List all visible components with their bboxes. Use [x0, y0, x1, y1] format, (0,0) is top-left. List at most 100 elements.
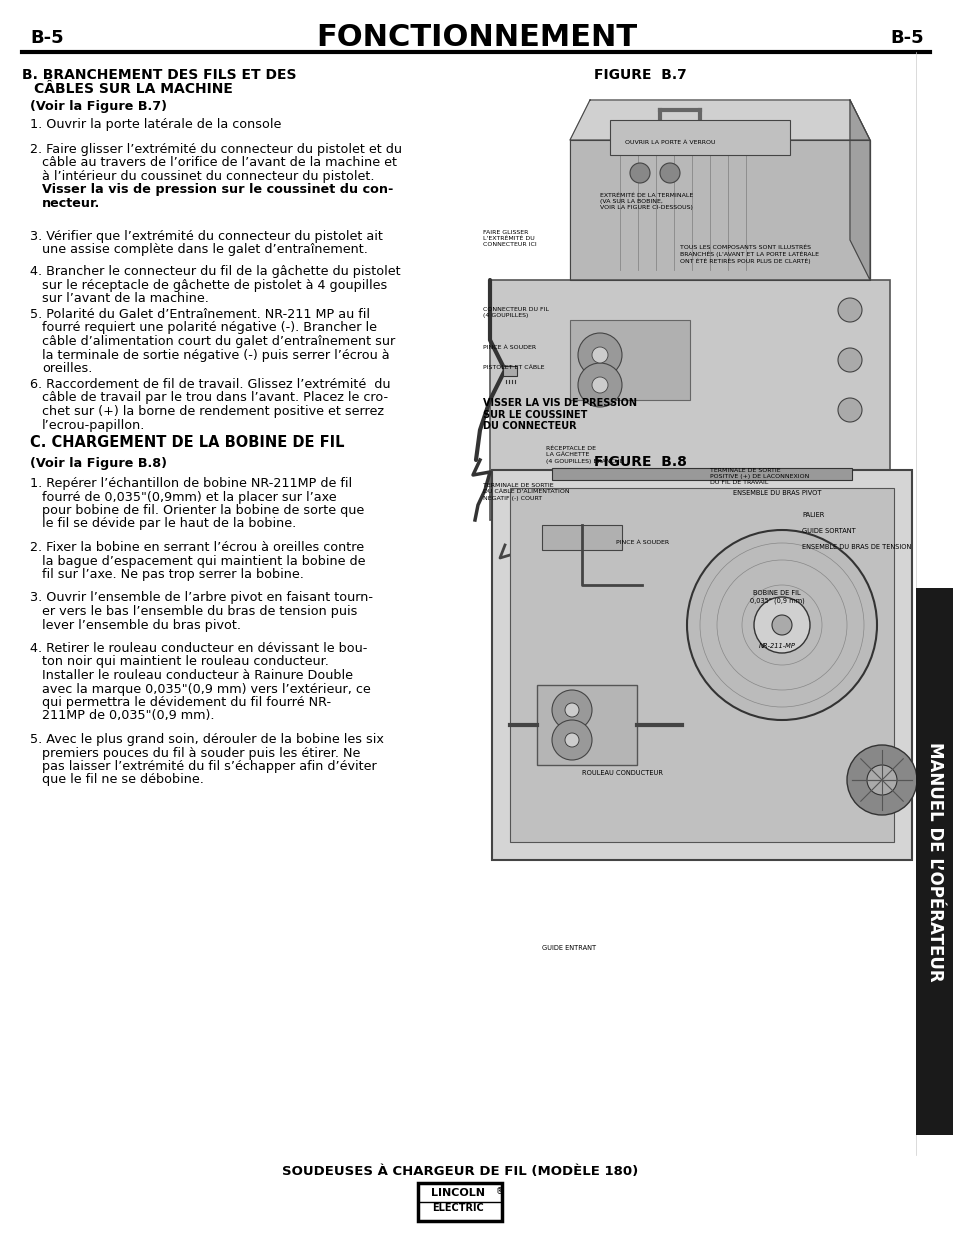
Bar [537, 685, 637, 764]
Bar [502, 366, 517, 375]
Text: câble d’alimentation court du galet d’entraînement sur: câble d’alimentation court du galet d’en… [42, 335, 395, 348]
Text: C. CHARGEMENT DE LA BOBINE DE FIL: C. CHARGEMENT DE LA BOBINE DE FIL [30, 435, 344, 450]
Text: qui permettra le dévidement du fil fourré NR-: qui permettra le dévidement du fil fourr… [42, 697, 331, 709]
Bar [541, 525, 621, 550]
Circle shape [686, 530, 876, 720]
Text: ELECTRIC: ELECTRIC [432, 1203, 483, 1213]
Text: sur le réceptacle de gâchette de pistolet à 4 goupilles: sur le réceptacle de gâchette de pistole… [42, 279, 387, 291]
Text: TERMINALE DE SORTIE
POSITIVE (+) DE LACONNEXION
DU FIL DE TRAVAIL: TERMINALE DE SORTIE POSITIVE (+) DE LACO… [709, 468, 808, 484]
Text: 4. Retirer le rouleau conducteur en dévissant le bou-: 4. Retirer le rouleau conducteur en dévi… [30, 642, 367, 655]
Text: LINCOLN: LINCOLN [431, 1188, 484, 1198]
Text: 211MP de 0,035"(0,9 mm).: 211MP de 0,035"(0,9 mm). [42, 709, 214, 722]
Text: Visser la vis de pression sur le coussinet du con-: Visser la vis de pression sur le coussin… [42, 184, 393, 196]
Text: GUIDE ENTRANT: GUIDE ENTRANT [541, 945, 596, 951]
Circle shape [552, 720, 592, 760]
Circle shape [659, 163, 679, 183]
Text: fil sur l’axe. Ne pas trop serrer la bobine.: fil sur l’axe. Ne pas trop serrer la bob… [42, 568, 304, 580]
Text: FIGURE  B.8: FIGURE B.8 [593, 454, 686, 469]
Circle shape [866, 764, 896, 795]
Text: 2. Faire glisser l’extrémité du connecteur du pistolet et du: 2. Faire glisser l’extrémité du connecte… [30, 143, 401, 156]
Text: B-5: B-5 [30, 28, 64, 47]
Text: RÉCEPTACLE DE
LA GÂCHETTE
(4 GOUPILLES) BRANCHÉ: RÉCEPTACLE DE LA GÂCHETTE (4 GOUPILLES) … [545, 446, 623, 464]
Text: Installer le rouleau conducteur à Rainure Double: Installer le rouleau conducteur à Rainur… [42, 669, 353, 682]
Text: premiers pouces du fil à souder puis les étirer. Ne: premiers pouces du fil à souder puis les… [42, 746, 360, 760]
Text: chet sur (+) la borne de rendement positive et serrez: chet sur (+) la borne de rendement posit… [42, 405, 384, 417]
Circle shape [578, 363, 621, 408]
Text: er vers le bas l’ensemble du bras de tension puis: er vers le bas l’ensemble du bras de ten… [42, 605, 357, 618]
Text: SOUDEUSES À CHARGEUR DE FIL (MODÈLE 180): SOUDEUSES À CHARGEUR DE FIL (MODÈLE 180) [281, 1165, 638, 1178]
Text: sur l’avant de la machine.: sur l’avant de la machine. [42, 291, 209, 305]
Text: PINCE À SOUDER: PINCE À SOUDER [482, 345, 536, 350]
Text: CONNECTEUR DU FIL
(4 GOUPILLES): CONNECTEUR DU FIL (4 GOUPILLES) [482, 308, 548, 317]
Bar [915, 588, 953, 1135]
Bar [492, 471, 911, 860]
Text: EXTRÉMITÉ DE LA TERMINALE
(VA SUR LA BOBINE,
VOIR LA FIGURE CI-DESSOUS): EXTRÉMITÉ DE LA TERMINALE (VA SUR LA BOB… [599, 193, 693, 210]
Circle shape [592, 347, 607, 363]
Text: FONCTIONNEMENT: FONCTIONNEMENT [316, 23, 637, 53]
Text: 4. Brancher le connecteur du fil de la gâchette du pistolet: 4. Brancher le connecteur du fil de la g… [30, 266, 400, 278]
Text: PISTOLET ET CÂBLE: PISTOLET ET CÂBLE [482, 366, 544, 370]
Text: la bague d’espacement qui maintient la bobine de: la bague d’espacement qui maintient la b… [42, 555, 365, 568]
Circle shape [592, 377, 607, 393]
Circle shape [837, 298, 862, 322]
Circle shape [837, 348, 862, 372]
Circle shape [771, 615, 791, 635]
Text: une assise complète dans le galet d’entraînement.: une assise complète dans le galet d’entr… [42, 243, 368, 257]
Bar [481, 56, 929, 555]
Text: ROULEAU CONDUCTEUR: ROULEAU CONDUCTEUR [581, 769, 662, 776]
Circle shape [846, 745, 916, 815]
Text: ®: ® [496, 1187, 503, 1195]
Text: ENSEMBLE DU BRAS DE TENSION: ENSEMBLE DU BRAS DE TENSION [801, 543, 910, 550]
Circle shape [564, 703, 578, 718]
Bar [552, 468, 851, 480]
Text: 1. Repérer l’échantillon de bobine NR-211MP de fil: 1. Repérer l’échantillon de bobine NR-21… [30, 477, 352, 490]
Text: PALIER: PALIER [801, 513, 823, 517]
Text: 1. Ouvrir la porte latérale de la console: 1. Ouvrir la porte latérale de la consol… [30, 119, 281, 131]
Text: pour bobine de fil. Orienter la bobine de sorte que: pour bobine de fil. Orienter la bobine d… [42, 504, 364, 517]
Text: VISSER LA VIS DE PRESSION
SUR LE COUSSINET
DU CONNECTEUR: VISSER LA VIS DE PRESSION SUR LE COUSSIN… [482, 398, 637, 431]
Text: NR-211-MP: NR-211-MP [758, 643, 795, 650]
Text: CÂBLES SUR LA MACHINE: CÂBLES SUR LA MACHINE [34, 82, 233, 96]
Text: MANUEL DE L’OPÉRATEUR: MANUEL DE L’OPÉRATEUR [925, 742, 943, 982]
Text: PINCE À SOUDER: PINCE À SOUDER [616, 540, 668, 545]
Text: que le fil ne se débobine.: que le fil ne se débobine. [42, 773, 204, 787]
Polygon shape [569, 140, 869, 280]
Text: à l’intérieur du coussinet du connecteur du pistolet.: à l’intérieur du coussinet du connecteur… [42, 170, 375, 183]
Bar [490, 280, 889, 520]
Text: 5. Avec le plus grand soin, dérouler de la bobine les six: 5. Avec le plus grand soin, dérouler de … [30, 734, 383, 746]
Text: OUVRIR LA PORTE À VERROU: OUVRIR LA PORTE À VERROU [624, 140, 715, 144]
Polygon shape [569, 100, 869, 140]
Text: l’ecrou-papillon.: l’ecrou-papillon. [42, 419, 145, 431]
Text: (Voir la Figure B.8): (Voir la Figure B.8) [30, 457, 167, 471]
Text: pas laisser l’extrémité du fil s’échapper afin d’éviter: pas laisser l’extrémité du fil s’échappe… [42, 760, 376, 773]
Text: oreilles.: oreilles. [42, 362, 92, 375]
Circle shape [753, 597, 809, 653]
Text: 3. Ouvrir l’ensemble de l’arbre pivot en faisant tourn-: 3. Ouvrir l’ensemble de l’arbre pivot en… [30, 592, 373, 604]
Text: (Voir la Figure B.7): (Voir la Figure B.7) [30, 100, 167, 112]
Text: avec la marque 0,035"(0,9 mm) vers l’extérieur, ce: avec la marque 0,035"(0,9 mm) vers l’ext… [42, 683, 371, 695]
Text: FAIRE GLISSER
L'EXTRÉMITÉ DU
CONNECTEUR ICI: FAIRE GLISSER L'EXTRÉMITÉ DU CONNECTEUR … [482, 230, 537, 247]
Text: ENSEMBLE DU BRAS PIVOT: ENSEMBLE DU BRAS PIVOT [732, 490, 821, 496]
Text: 5. Polarité du Galet d’Entraînement. NR-211 MP au fil: 5. Polarité du Galet d’Entraînement. NR-… [30, 308, 370, 321]
Text: GUIDE SORTANT: GUIDE SORTANT [801, 529, 855, 534]
Bar [417, 1183, 501, 1221]
Bar [569, 320, 689, 400]
Text: câble au travers de l’orifice de l’avant de la machine et: câble au travers de l’orifice de l’avant… [42, 157, 396, 169]
Circle shape [629, 163, 649, 183]
Text: FIGURE  B.7: FIGURE B.7 [593, 68, 685, 82]
Circle shape [552, 690, 592, 730]
Bar [481, 459, 927, 1050]
Circle shape [578, 333, 621, 377]
Text: 6. Raccordement de fil de travail. Glissez l’extrémité  du: 6. Raccordement de fil de travail. Gliss… [30, 378, 390, 391]
Text: ton noir qui maintient le rouleau conducteur.: ton noir qui maintient le rouleau conduc… [42, 656, 329, 668]
Text: lever l’ensemble du bras pivot.: lever l’ensemble du bras pivot. [42, 619, 241, 631]
Text: BOBINE DE FIL
0,035" (0,9 mm): BOBINE DE FIL 0,035" (0,9 mm) [749, 590, 803, 604]
Circle shape [564, 734, 578, 747]
Bar [510, 488, 893, 842]
Text: B-5: B-5 [889, 28, 923, 47]
Text: 2. Fixer la bobine en serrant l’écrou à oreilles contre: 2. Fixer la bobine en serrant l’écrou à … [30, 541, 364, 555]
Text: TERMINALE DE SORTIE
DU CÂBLE D'ALIMENTATION
NÉGATIF (-) COURT: TERMINALE DE SORTIE DU CÂBLE D'ALIMENTAT… [482, 483, 569, 501]
Text: TOUS LES COMPOSANTS SONT ILLUSTRÉS
BRANCHÉS (L'AVANT ET LA PORTE LATÉRALE
ONT ÉT: TOUS LES COMPOSANTS SONT ILLUSTRÉS BRANC… [679, 245, 818, 264]
Circle shape [837, 398, 862, 422]
Text: la terminale de sortie négative (-) puis serrer l’écrou à: la terminale de sortie négative (-) puis… [42, 348, 389, 362]
